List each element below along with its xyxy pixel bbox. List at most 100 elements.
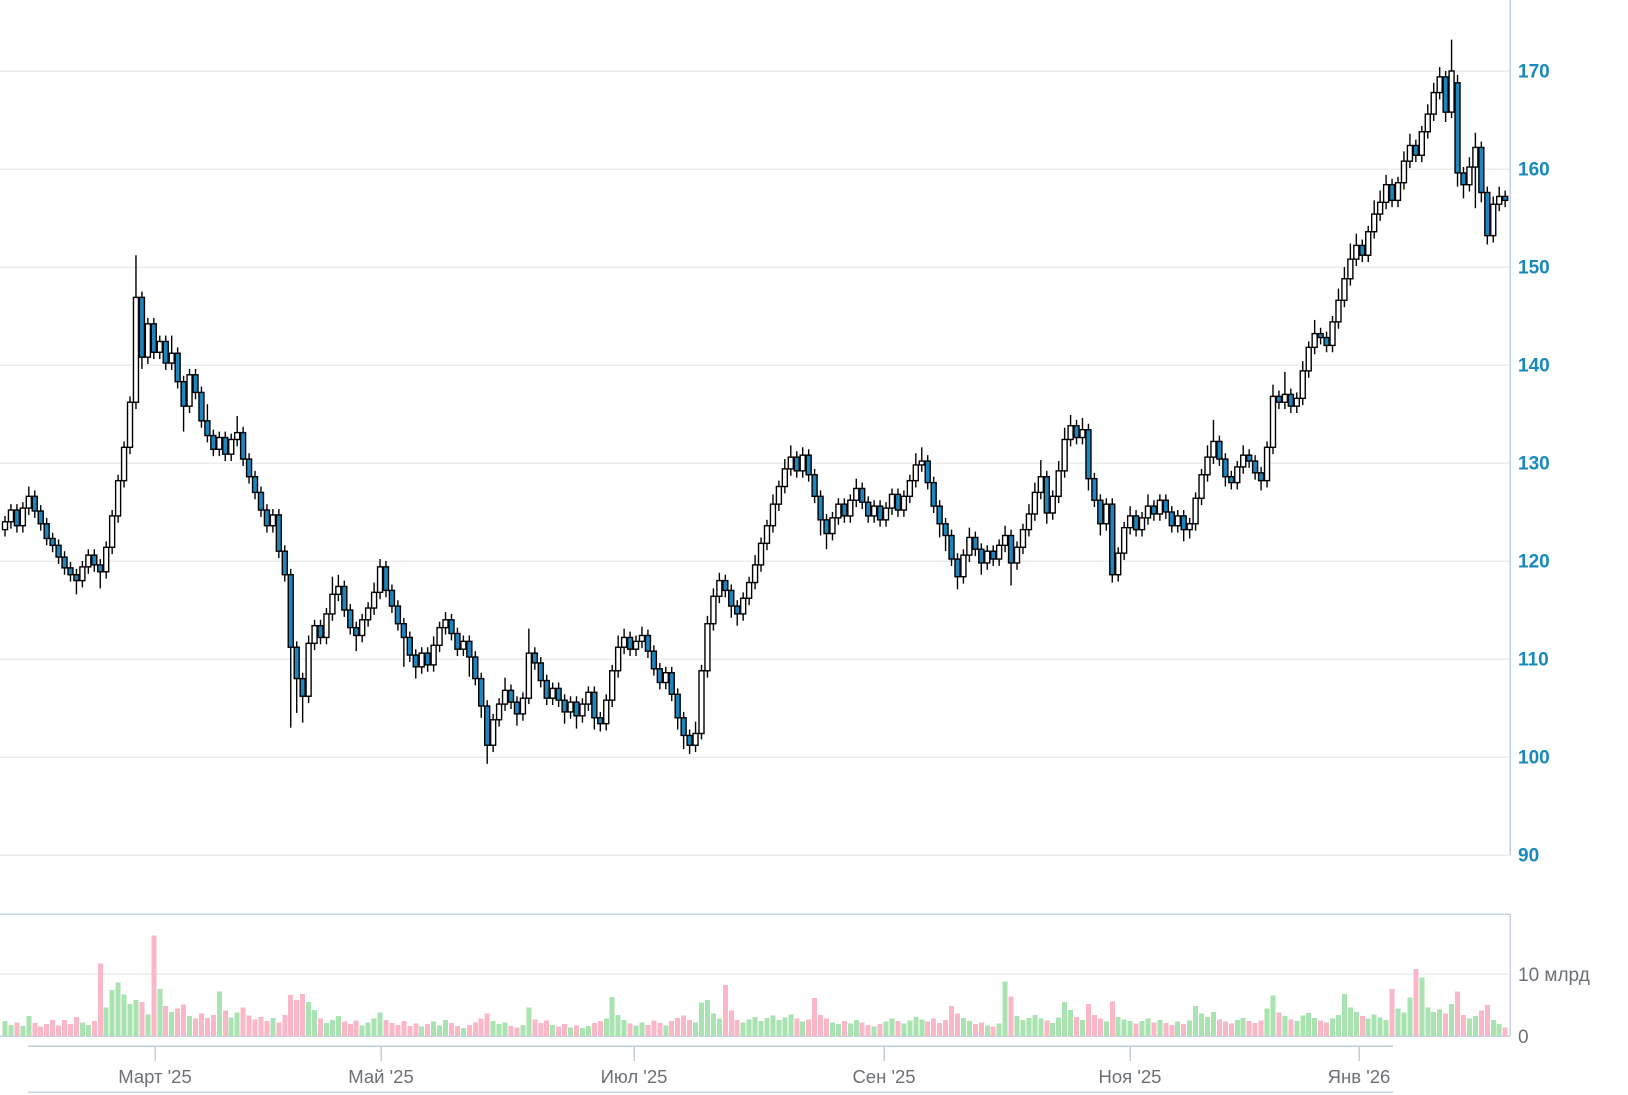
- candle-down[interactable]: [1323, 336, 1330, 347]
- candle-down[interactable]: [894, 493, 902, 511]
- volume-bar[interactable]: [1038, 1018, 1044, 1036]
- candle-down[interactable]: [686, 734, 693, 746]
- candle-up[interactable]: [1341, 278, 1348, 302]
- candle-down[interactable]: [864, 501, 872, 517]
- candle-down[interactable]: [507, 689, 515, 703]
- volume-bar[interactable]: [853, 1019, 859, 1036]
- candle-up[interactable]: [228, 438, 235, 455]
- volume-bar[interactable]: [1210, 1011, 1216, 1036]
- candle-down[interactable]: [448, 619, 455, 635]
- candle-up[interactable]: [781, 468, 789, 488]
- candle-down[interactable]: [1245, 454, 1253, 462]
- candle-up[interactable]: [912, 464, 920, 482]
- candle-up[interactable]: [1335, 299, 1342, 323]
- volume-bar[interactable]: [806, 1019, 812, 1036]
- volume-bar[interactable]: [306, 1001, 312, 1036]
- candle-down[interactable]: [1150, 505, 1158, 515]
- volume-bar[interactable]: [568, 1027, 574, 1036]
- volume-bar[interactable]: [335, 1016, 341, 1036]
- volume-bar[interactable]: [895, 1021, 901, 1036]
- volume-bar[interactable]: [1437, 1009, 1443, 1036]
- candle-down[interactable]: [1388, 183, 1396, 202]
- volume-bar[interactable]: [913, 1016, 919, 1036]
- candle-down[interactable]: [31, 495, 38, 512]
- volume-bar[interactable]: [198, 1013, 204, 1036]
- candle-up[interactable]: [525, 652, 533, 699]
- volume-bar[interactable]: [1193, 1006, 1199, 1036]
- volume-bar[interactable]: [216, 991, 222, 1036]
- volume-bar[interactable]: [1490, 1019, 1496, 1036]
- volume-bar[interactable]: [1407, 997, 1413, 1036]
- candle-down[interactable]: [43, 523, 50, 540]
- candle-up[interactable]: [1418, 131, 1426, 156]
- volume-bar[interactable]: [1026, 1018, 1032, 1036]
- candle-down[interactable]: [1484, 191, 1491, 237]
- volume-bar[interactable]: [716, 1018, 722, 1036]
- volume-bar[interactable]: [740, 1022, 746, 1036]
- volume-bar[interactable]: [1157, 1019, 1163, 1036]
- volume-bar[interactable]: [1145, 1018, 1151, 1036]
- candle-up[interactable]: [620, 636, 628, 648]
- candle-down[interactable]: [531, 652, 539, 664]
- volume-bar[interactable]: [383, 1019, 389, 1036]
- candle-down[interactable]: [954, 558, 961, 578]
- volume-bar[interactable]: [1020, 1019, 1026, 1036]
- candle-down[interactable]: [382, 566, 390, 592]
- candle-up[interactable]: [132, 296, 140, 403]
- candle-down[interactable]: [793, 456, 800, 472]
- candle-down[interactable]: [341, 585, 348, 611]
- candle-up[interactable]: [888, 493, 896, 509]
- candle-down[interactable]: [204, 420, 211, 437]
- candle-up[interactable]: [1448, 70, 1455, 113]
- volume-bar[interactable]: [1133, 1023, 1139, 1036]
- volume-bar[interactable]: [103, 1007, 109, 1036]
- volume-bar[interactable]: [1109, 1001, 1115, 1036]
- candle-up[interactable]: [1049, 495, 1056, 514]
- candle-down[interactable]: [656, 668, 664, 684]
- volume-bar[interactable]: [1425, 1007, 1431, 1036]
- volume-bar[interactable]: [419, 1026, 425, 1036]
- volume-bar[interactable]: [984, 1025, 990, 1036]
- volume-bar[interactable]: [597, 1021, 603, 1036]
- volume-bar[interactable]: [252, 1019, 258, 1036]
- candle-up[interactable]: [144, 323, 152, 358]
- volume-bar[interactable]: [1449, 1003, 1455, 1036]
- candle-up[interactable]: [168, 352, 175, 364]
- candle-down[interactable]: [513, 701, 521, 715]
- volume-bar[interactable]: [181, 1004, 187, 1036]
- candle-down[interactable]: [1287, 393, 1295, 407]
- volume-bar[interactable]: [824, 1018, 830, 1036]
- volume-bar[interactable]: [1335, 1014, 1341, 1036]
- candle-up[interactable]: [85, 554, 92, 568]
- volume-bar[interactable]: [573, 1025, 579, 1036]
- candle-up[interactable]: [775, 485, 783, 505]
- volume-bar[interactable]: [347, 1024, 353, 1036]
- candle-down[interactable]: [680, 717, 687, 737]
- candle-up[interactable]: [1025, 513, 1033, 531]
- candle-up[interactable]: [1311, 332, 1318, 349]
- volume-bar[interactable]: [722, 985, 728, 1036]
- volume-bar[interactable]: [1103, 1021, 1109, 1036]
- candle-down[interactable]: [1073, 425, 1080, 439]
- candle-down[interactable]: [49, 537, 56, 547]
- volume-bar[interactable]: [448, 1022, 454, 1036]
- candle-up[interactable]: [1013, 546, 1021, 564]
- volume-bar[interactable]: [413, 1023, 419, 1036]
- volume-bar[interactable]: [699, 1002, 704, 1036]
- volume-bar[interactable]: [300, 993, 306, 1036]
- candle-down[interactable]: [1222, 458, 1229, 478]
- volume-bar[interactable]: [710, 1013, 716, 1036]
- volume-bar[interactable]: [508, 1026, 514, 1036]
- candle-down[interactable]: [841, 503, 848, 517]
- volume-bar[interactable]: [949, 1006, 955, 1036]
- volume-bar[interactable]: [234, 1012, 240, 1036]
- candle-down[interactable]: [293, 646, 300, 680]
- candle-up[interactable]: [1394, 182, 1402, 202]
- candle-up[interactable]: [704, 623, 711, 672]
- volume-bar[interactable]: [966, 1021, 972, 1036]
- candle-up[interactable]: [1472, 146, 1479, 168]
- candle-up[interactable]: [1138, 517, 1146, 531]
- volume-bar[interactable]: [115, 982, 121, 1036]
- candle-down[interactable]: [394, 605, 402, 625]
- candle-down[interactable]: [400, 623, 408, 639]
